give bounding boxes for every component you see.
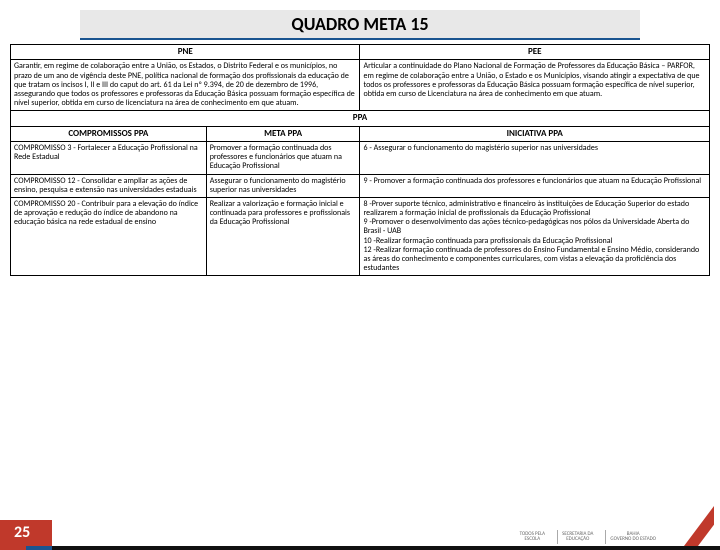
- table-row: COMPROMISSO 3 - Fortalecer a Educação Pr…: [11, 141, 710, 174]
- logo: TODOS PELA ESCOLA: [516, 530, 549, 544]
- cell-comp: COMPROMISSO 3 - Fortalecer a Educação Pr…: [11, 141, 207, 174]
- header-ppa: PPA: [11, 111, 710, 126]
- header-pee: PEE: [360, 45, 710, 60]
- logo-strip: TODOS PELA ESCOLA SECRETARIA DA EDUCAÇÃO…: [516, 530, 660, 544]
- meta-table: PNE PEE Garantir, em regime de colaboraç…: [10, 44, 710, 276]
- cell-init: 8 -Prover suporte técnico, administrativ…: [360, 197, 710, 276]
- title-bar: QUADRO META 15: [80, 10, 640, 40]
- header-pne: PNE: [11, 45, 360, 60]
- pne-text: Garantir, em regime de colaboração entre…: [11, 60, 360, 111]
- stripe-dark: [52, 546, 720, 550]
- header-compromissos: COMPROMISSOS PPA: [11, 126, 207, 141]
- page-number: 25: [14, 523, 30, 542]
- stripe-red: [0, 546, 26, 550]
- footer: 25 TODOS PELA ESCOLA SECRETARIA DA EDUCA…: [0, 494, 720, 550]
- cell-comp: COMPROMISSO 20 - Contribuir para a eleva…: [11, 197, 207, 276]
- pee-text: Articular a continuidade do Plano Nacion…: [360, 60, 710, 111]
- cell-meta: Promover a formação continuada dos profe…: [206, 141, 360, 174]
- cell-meta: Realizar a valorização e formação inicia…: [206, 197, 360, 276]
- table-row: COMPROMISSO 20 - Contribuir para a eleva…: [11, 197, 710, 276]
- logo: SECRETARIA DA EDUCAÇÃO: [557, 530, 597, 544]
- stripe-blue: [26, 546, 52, 550]
- logo: BAHIA GOVERNO DO ESTADO: [605, 530, 660, 544]
- cell-comp: COMPROMISSO 12 - Consolidar e ampliar as…: [11, 174, 207, 197]
- header-iniciativa: INICIATIVA PPA: [360, 126, 710, 141]
- cell-init: 6 - Assegurar o funcionamento do magisté…: [360, 141, 710, 174]
- cell-init: 9 - Promover a formação continuada dos p…: [360, 174, 710, 197]
- header-meta: META PPA: [206, 126, 360, 141]
- page-title: QUADRO META 15: [80, 13, 640, 35]
- cell-meta: Assegurar o funcionamento do magistério …: [206, 174, 360, 197]
- chevron-icon: [684, 506, 714, 546]
- table-row: COMPROMISSO 12 - Consolidar e ampliar as…: [11, 174, 710, 197]
